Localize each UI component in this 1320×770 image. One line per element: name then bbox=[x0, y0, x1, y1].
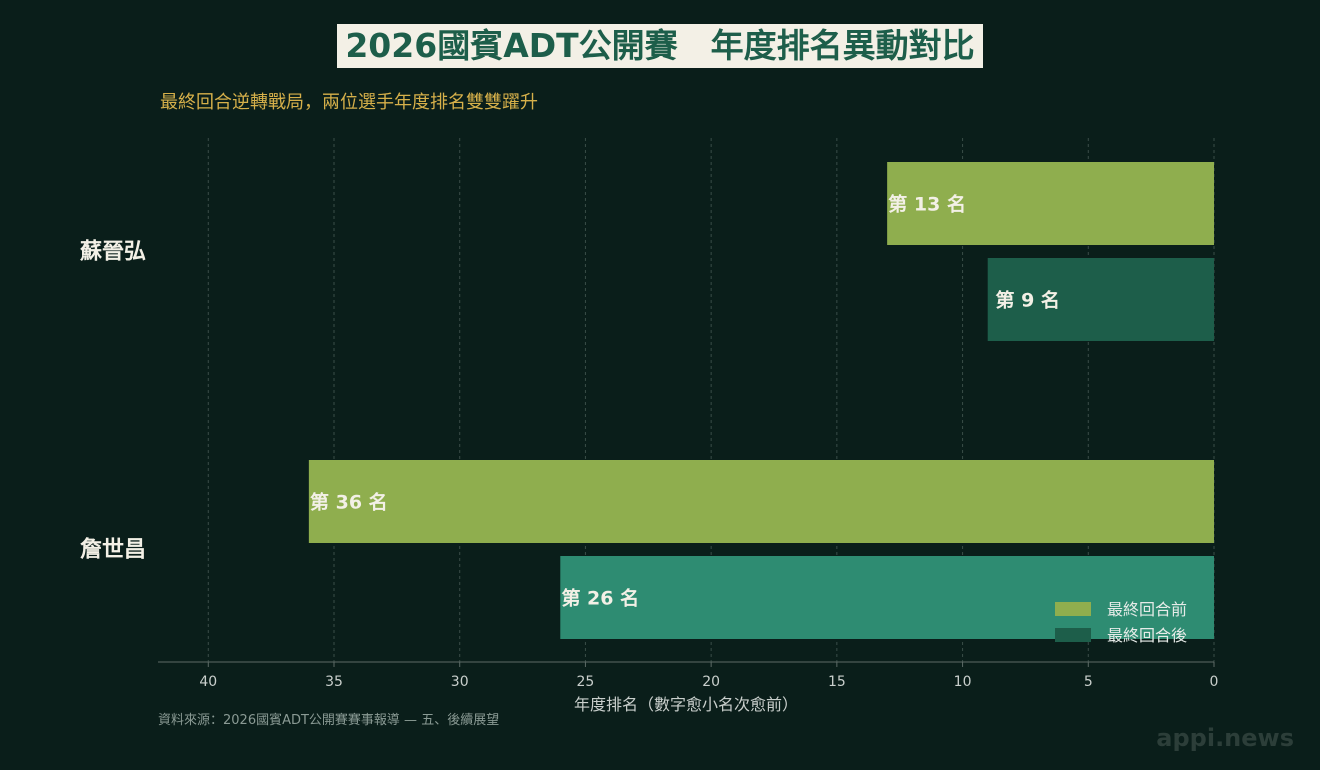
bars bbox=[308, 162, 1214, 639]
x-tick-label: 25 bbox=[577, 674, 595, 690]
x-tick-label: 30 bbox=[451, 674, 469, 690]
bar-value-label: 第 36 名 bbox=[310, 491, 388, 514]
bar-labels: 第 13 名第 9 名第 36 名第 26 名 bbox=[310, 193, 1060, 610]
chart-subtitle: 最終回合逆轉戰局，兩位選手年度排名雙雙躍升 bbox=[160, 92, 538, 113]
x-tick-label: 40 bbox=[199, 674, 217, 690]
x-tick-label: 0 bbox=[1210, 674, 1219, 690]
x-tick-label: 35 bbox=[325, 674, 343, 690]
legend-label: 最終回合前 bbox=[1107, 600, 1187, 619]
bar-value-label: 第 9 名 bbox=[995, 289, 1059, 312]
bar-value-label: 第 26 名 bbox=[561, 587, 639, 610]
category-label: 蘇晉弘 bbox=[79, 239, 146, 265]
legend-label: 最終回合後 bbox=[1107, 626, 1187, 645]
bar-value-label: 第 13 名 bbox=[888, 193, 966, 216]
x-tick-label: 5 bbox=[1084, 674, 1093, 690]
category-label: 詹世昌 bbox=[80, 537, 146, 563]
x-tick-label: 10 bbox=[954, 674, 972, 690]
bar bbox=[560, 556, 1214, 639]
chart-title: 2026國賓ADT公開賽 年度排名異動對比 bbox=[337, 24, 983, 68]
watermark: appi.news bbox=[1156, 724, 1294, 752]
x-tick-label: 20 bbox=[702, 674, 720, 690]
x-axis-label: 年度排名（數字愈小名次愈前） bbox=[574, 695, 798, 714]
bar bbox=[987, 258, 1214, 341]
legend-swatch bbox=[1055, 628, 1091, 642]
source-note: 資料來源：2026國賓ADT公開賽賽事報導 — 五、後續展望 bbox=[158, 713, 500, 728]
x-tick-labels: 40 35 30 25 20 15 10 5 0 bbox=[199, 662, 1218, 690]
bar bbox=[887, 162, 1214, 245]
x-tick-label: 15 bbox=[828, 674, 846, 690]
legend-swatch bbox=[1055, 602, 1091, 616]
bar bbox=[308, 460, 1214, 543]
